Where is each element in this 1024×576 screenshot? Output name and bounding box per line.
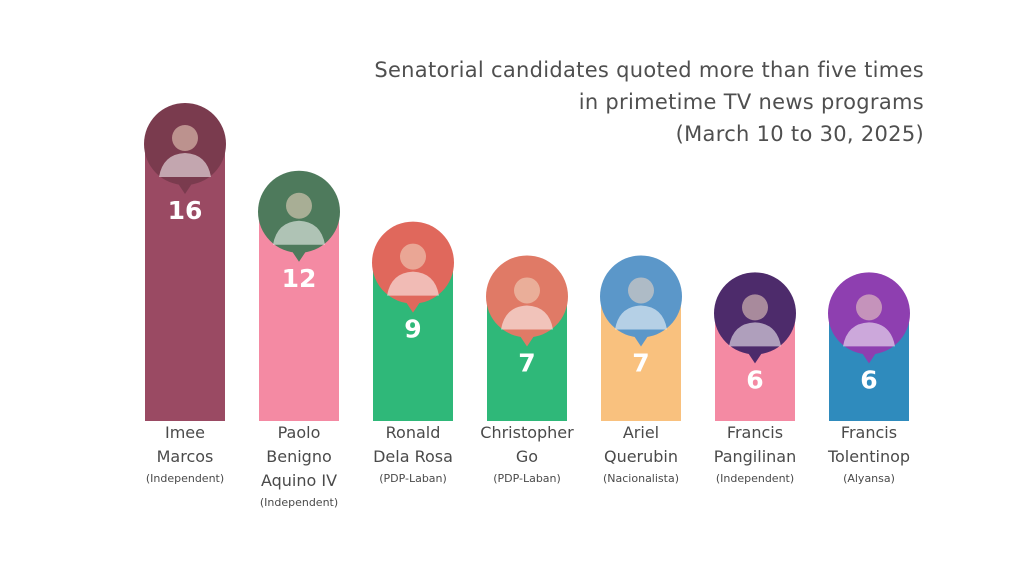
candidate-name-line: Ronald xyxy=(385,423,441,442)
candidate-name-line: Benigno xyxy=(266,447,332,466)
candidate-name: Paolo Benigno Aquino IV xyxy=(234,421,364,493)
bar-group: 6 xyxy=(714,272,796,421)
bar-group: 12 xyxy=(258,170,340,421)
candidate-name: Francis Pangilinan xyxy=(690,421,820,469)
photo-face xyxy=(742,294,768,321)
photo-body xyxy=(615,305,667,330)
person-photo-icon xyxy=(615,277,667,330)
candidate-party: (Independent) xyxy=(259,496,339,509)
bar-group: 7 xyxy=(600,255,682,421)
person-photo-icon xyxy=(501,277,553,330)
candidate-name-line: Go xyxy=(515,447,539,466)
photo-body xyxy=(501,305,553,330)
bar-value-label: 7 xyxy=(518,348,535,377)
bar-group: 6 xyxy=(828,272,910,421)
candidate-party: (PDP-Laban) xyxy=(379,472,447,485)
candidate-party: (Nacionalista) xyxy=(603,472,679,485)
photo-body xyxy=(273,220,325,245)
candidate-name-line: Paolo xyxy=(277,423,321,442)
candidate-name-line: Francis xyxy=(840,423,898,442)
bar-group: 7 xyxy=(486,255,568,421)
photo-face xyxy=(856,294,882,321)
person-photo-icon xyxy=(273,192,325,245)
title-line-1: Senatorial candidates quoted more than f… xyxy=(374,58,924,82)
person-photo-icon xyxy=(159,125,211,177)
person-photo-icon xyxy=(729,294,781,347)
photo-body xyxy=(159,153,211,177)
candidate-party: (Independent) xyxy=(145,472,225,485)
photo-body xyxy=(387,271,439,296)
candidate-name-line: Tolentinop xyxy=(827,447,911,466)
bar-value-label: 7 xyxy=(632,348,649,377)
candidate-name: Ronald Dela Rosa xyxy=(348,421,478,469)
bar-value-label: 6 xyxy=(746,365,763,394)
candidate-name: Imee Marcos xyxy=(120,421,250,469)
photo-body xyxy=(729,322,781,347)
candidate-name-line: Francis xyxy=(726,423,784,442)
candidate-name-line: Aquino IV xyxy=(260,471,338,490)
title-line-3: (March 10 to 30, 2025) xyxy=(675,122,924,146)
bar-value-label: 16 xyxy=(168,196,203,225)
candidate-name-line: Querubin xyxy=(603,447,679,466)
candidate-name-line: Dela Rosa xyxy=(373,447,453,466)
candidate-name-line: Christopher xyxy=(480,423,574,442)
photo-face xyxy=(514,277,540,304)
candidate-name: Christopher Go xyxy=(462,421,592,469)
title-line-2: in primetime TV news programs xyxy=(578,90,924,114)
bar-group: 9 xyxy=(372,221,454,421)
candidate-name-line: Imee xyxy=(165,423,205,442)
bar-value-label: 6 xyxy=(860,365,877,394)
bar xyxy=(145,150,225,421)
candidate-name-line: Pangilinan xyxy=(713,447,797,466)
bar-group: 16 xyxy=(144,103,226,421)
candidate-party: (Alyansa) xyxy=(843,472,895,485)
person-photo-icon xyxy=(387,243,439,296)
photo-face xyxy=(172,125,198,151)
candidate-party: (PDP-Laban) xyxy=(493,472,561,485)
candidate-name: Francis Tolentinop xyxy=(804,421,934,469)
photo-face xyxy=(286,192,312,219)
candidate-name-line: Ariel xyxy=(622,423,660,442)
bar-value-label: 12 xyxy=(282,264,317,293)
candidate-name: Ariel Querubin xyxy=(576,421,706,469)
photo-face xyxy=(400,243,426,270)
person-photo-icon xyxy=(843,294,895,347)
candidate-name-line: Marcos xyxy=(156,447,214,466)
bar-value-label: 9 xyxy=(404,315,421,344)
candidate-party: (Independent) xyxy=(715,472,795,485)
photo-body xyxy=(843,322,895,347)
photo-face xyxy=(628,277,654,304)
